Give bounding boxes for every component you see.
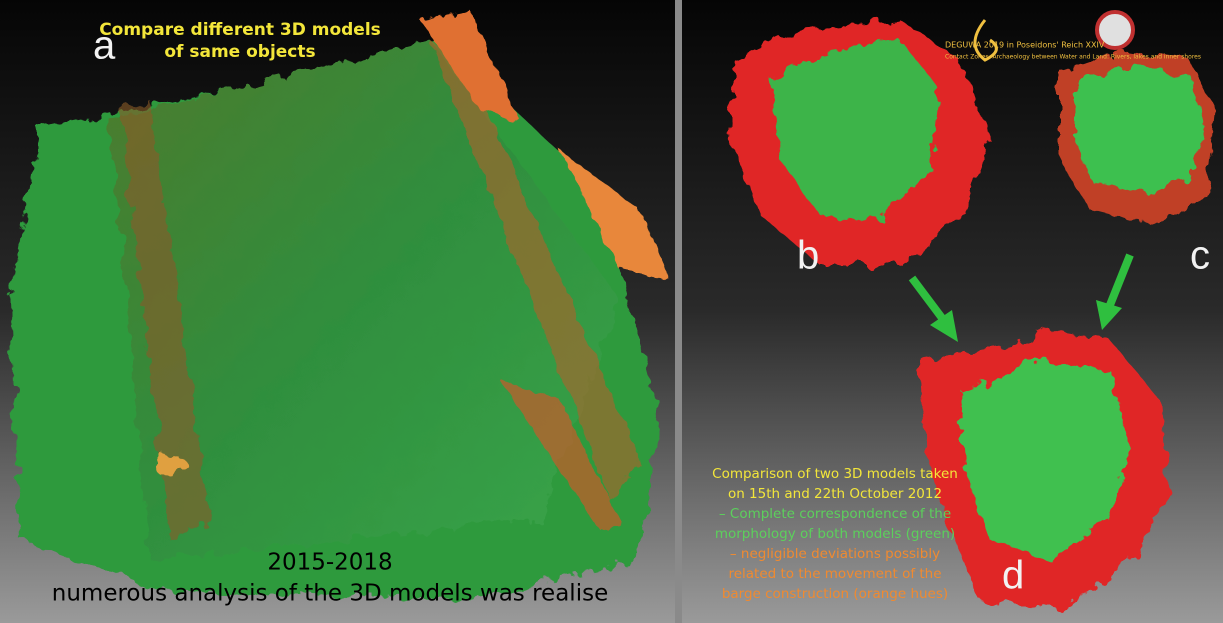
caption-line: related to the movement of the (728, 566, 941, 582)
caption-line: – Complete correspondence of the (719, 506, 951, 522)
logo-text: DEGUWA 2019 in Poseidons' Reich XXIV (945, 41, 1105, 50)
panel-label: d (1002, 554, 1024, 598)
heading-line: of same objects (164, 42, 315, 62)
caption-line: on 15th and 22th October 2012 (728, 486, 942, 502)
panel-label: a (93, 24, 116, 68)
model-d (920, 330, 1170, 610)
heading-line: Compare different 3D models (99, 20, 381, 40)
caption-line: barge construction (orange hues) (722, 586, 948, 602)
panel-label: b (797, 234, 819, 278)
model-c (1060, 50, 1215, 225)
divider (675, 0, 682, 623)
model-b (730, 20, 990, 265)
caption-line: – negligible deviations possibly (730, 546, 940, 562)
logo-text: Contact Zones. Archaeology between Water… (945, 54, 1201, 61)
model-a (10, 10, 670, 600)
panel-label: c (1190, 234, 1210, 278)
arrow (908, 253, 1134, 342)
caption-line: morphology of both models (green) (715, 526, 955, 542)
caption-line: Comparison of two 3D models taken (712, 466, 958, 482)
logo: DEGUWA 2019 in Poseidons' Reich XXIV Con… (945, 10, 1201, 62)
caption-line: numerous analysis of the 3D models was r… (52, 581, 608, 607)
caption-line: 2015-2018 (267, 550, 392, 576)
